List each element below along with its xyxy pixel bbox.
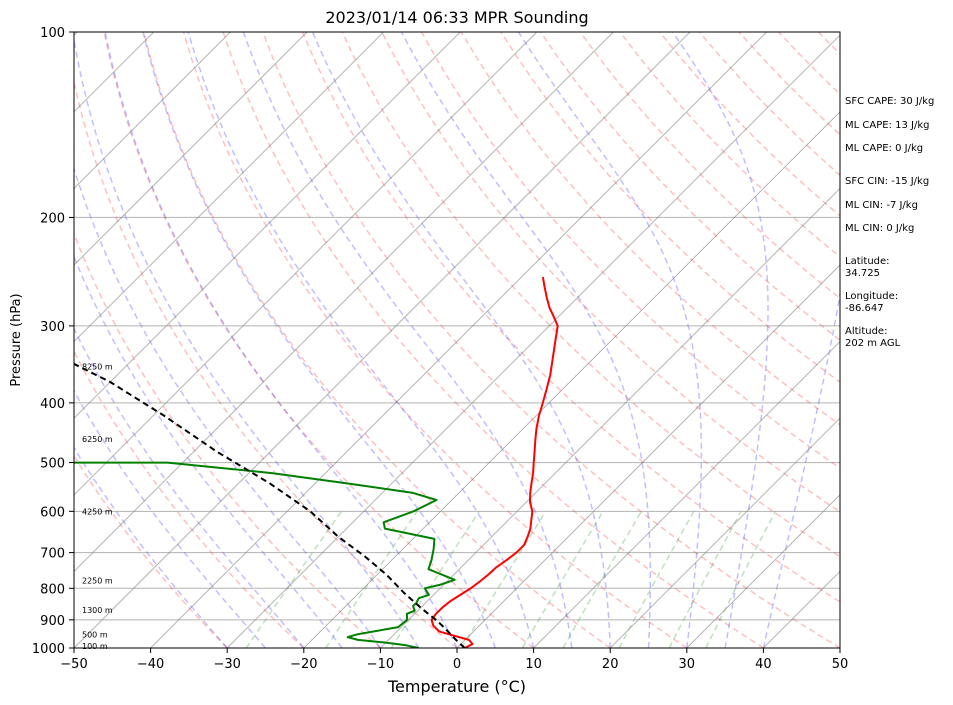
mixing-ratio-line [705,510,777,648]
mixing-ratio-line [461,510,547,648]
moist-adiabat [517,32,703,648]
sounding-series [74,276,559,648]
x-tick-label: 50 [832,657,849,672]
x-tick-label: 10 [525,657,542,672]
isotherm-line [74,32,691,648]
mixing-ratio-line [668,510,742,648]
moist-adiabat [242,32,573,648]
y-tick-label: 400 [40,397,65,412]
isotherm-line [303,111,840,648]
x-tick-label: 30 [679,657,696,672]
y-tick-label: 1000 [32,642,65,657]
height-label: 4250 m [82,507,113,516]
x-axis-label: Temperature (°C) [387,677,526,696]
dry-adiabat [182,32,688,648]
moist-adiabat [187,32,535,648]
dry-adiabat [74,79,458,648]
mixing-ratio-line [245,510,343,648]
height-label: 1300 m [82,606,113,615]
sounding-annotations: SFC CAPE: 30 J/kg ML CAPE: 13 J/kg ML CAPE… [845,96,934,349]
dry-adiabat [103,32,535,648]
height-labels: 100 m 500 m 1300 m 2250 m 4250 m 6250 m 8250 m [82,362,113,651]
y-tick-label: 900 [40,614,65,629]
dry-adiabat [222,32,764,648]
dry-adiabat [74,231,381,648]
isotherm-line [533,340,840,648]
sounding-series-2 [74,461,456,648]
annotation-text: ML CAPE: 0 J/kg [845,143,923,154]
isotherm-line [74,32,231,190]
dry-adiabat [143,32,611,648]
annotation-text: SFC CAPE: 30 J/kg [845,96,934,107]
annotation-text: SFC CIN: -15 J/kg [845,176,929,187]
dry-adiabat [262,32,840,648]
moist-adiabat [311,32,611,648]
dry-adiabat [74,349,305,648]
isotherm-line [150,32,767,648]
height-label: 6250 m [82,435,113,444]
isotherm-line [74,32,461,419]
chart-title: 2023/01/14 06:33 MPR Sounding [325,8,588,27]
isotherm-line [609,417,840,648]
moist-adiabat [672,32,769,648]
mixing-ratio-line [562,510,642,648]
moist-adiabat [400,32,652,648]
annotation-text: Longitude: -86.647 [845,291,898,314]
y-tick-label: 200 [40,211,65,226]
isotherm-line [380,187,840,648]
moist-adiabat [74,446,228,648]
isotherm-line [74,32,538,496]
y-tick-label: 700 [40,547,65,562]
x-tick-label: 0 [453,657,461,672]
y-tick-label: 800 [40,582,65,597]
x-tick-label: −30 [213,657,240,672]
moist-adiabat [74,166,382,648]
height-label: 8250 m [82,362,113,371]
x-tick-label: −10 [367,657,394,672]
isotherm-line [226,34,840,648]
dry-adiabat [579,32,840,300]
x-tick-label: 40 [755,657,772,672]
moist-adiabat [142,32,497,648]
mixing-ratio-line [521,510,604,648]
y-axis-label: Pressure (hPa) [9,293,24,386]
y-axis: 100 200 300 400 500 600 700 800 900 1000 [32,26,74,657]
y-tick-label: 300 [40,320,65,335]
isotherm-line [686,494,840,648]
moist-adiabat [104,32,458,648]
y-tick-label: 500 [40,457,65,472]
sounding-series-1 [430,276,559,648]
annotation-text: ML CIN: 0 J/kg [845,223,914,234]
annotation-text: Latitude: 34.725 [845,256,890,279]
x-tick-label: −40 [137,657,164,672]
isotherm-line [74,32,308,266]
annotation-text: ML CIN: -7 J/kg [845,200,918,211]
moist-adiabat [762,290,840,648]
annotation-text: ML CAPE: 13 J/kg [845,120,929,131]
x-axis: −50 −40 −30 −20 −10 0 10 20 30 40 50 [60,648,848,672]
isotherm-line [74,32,614,573]
moist-adiabat [74,36,420,648]
y-tick-label: 600 [40,505,65,520]
x-tick-label: −50 [60,657,87,672]
moist-adiabat [74,255,343,648]
x-tick-label: 20 [602,657,619,672]
isotherm-line [456,264,840,648]
x-tick-label: −20 [290,657,317,672]
y-tick-label: 100 [40,26,65,41]
sounding-series-3 [74,362,466,648]
grid-lines [0,32,840,648]
height-label: 500 m [82,630,108,639]
annotation-text: Altitude: 202 m AGL [845,326,901,349]
height-label: 100 m [82,642,108,651]
isotherm-line [0,32,1,648]
isotherm-line [74,32,384,343]
height-label: 2250 m [82,576,113,585]
reference-lines [74,32,840,648]
